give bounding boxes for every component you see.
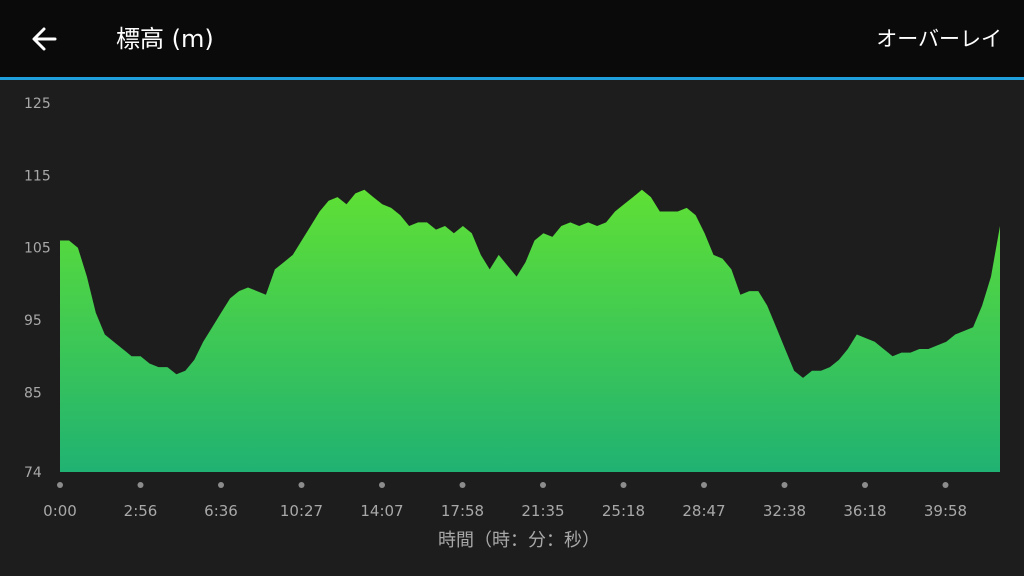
x-tick-label: 39:58 xyxy=(924,502,967,520)
x-tick-dot xyxy=(540,482,546,488)
x-tick-dot xyxy=(137,482,144,488)
elevation-area xyxy=(60,189,1000,473)
y-tick-label: 105 xyxy=(24,241,51,257)
y-tick-label: 125 xyxy=(24,96,51,112)
y-tick-label: 74 xyxy=(24,465,42,481)
x-tick-label: 32:38 xyxy=(763,502,806,520)
x-tick-dot xyxy=(862,482,868,488)
x-tick-label: 25:18 xyxy=(602,502,645,520)
x-tick-label: 14:07 xyxy=(360,502,403,520)
elevation-chart: 125 115 105 95 85 74 0:00 2:56 6:36 10:27 14:07 17… xyxy=(0,80,1024,576)
x-tick-dot xyxy=(942,482,949,488)
x-tick-dot xyxy=(781,482,788,488)
x-tick-dot xyxy=(57,482,63,488)
header-accent-divider xyxy=(0,77,1024,80)
x-tick-dot xyxy=(620,482,627,488)
x-tick-dot xyxy=(701,482,707,488)
y-tick-label: 85 xyxy=(24,385,42,401)
x-axis-label: 時間（時：分：秒） xyxy=(438,530,600,551)
x-tick-label: 17:58 xyxy=(441,502,484,520)
x-tick-label: 10:27 xyxy=(280,502,323,520)
overlay-button[interactable]: オーバーレイ xyxy=(876,27,1002,51)
y-tick-label: 95 xyxy=(24,313,42,329)
x-tick-label: 36:18 xyxy=(843,502,886,520)
x-tick-dot xyxy=(379,482,385,488)
x-tick-label: 6:36 xyxy=(204,502,238,520)
x-tick-dot xyxy=(298,482,305,488)
x-tick-label: 28:47 xyxy=(682,502,725,520)
elevation-chart-svg: 125 115 105 95 85 74 0:00 2:56 6:36 10:27 14:07 17… xyxy=(24,96,1000,551)
x-tick-dot xyxy=(218,482,224,488)
x-tick-dot xyxy=(459,482,466,488)
x-tick-label: 0:00 xyxy=(43,502,77,520)
page-title: 標高 (m) xyxy=(116,25,214,53)
arrow-left-icon xyxy=(32,27,57,51)
x-tick-label: 2:56 xyxy=(124,502,158,520)
y-tick-label: 115 xyxy=(24,168,51,184)
x-tick-label: 21:35 xyxy=(521,502,564,520)
back-button[interactable] xyxy=(22,18,66,60)
top-app-bar: 標高 (m) オーバーレイ xyxy=(0,0,1024,77)
